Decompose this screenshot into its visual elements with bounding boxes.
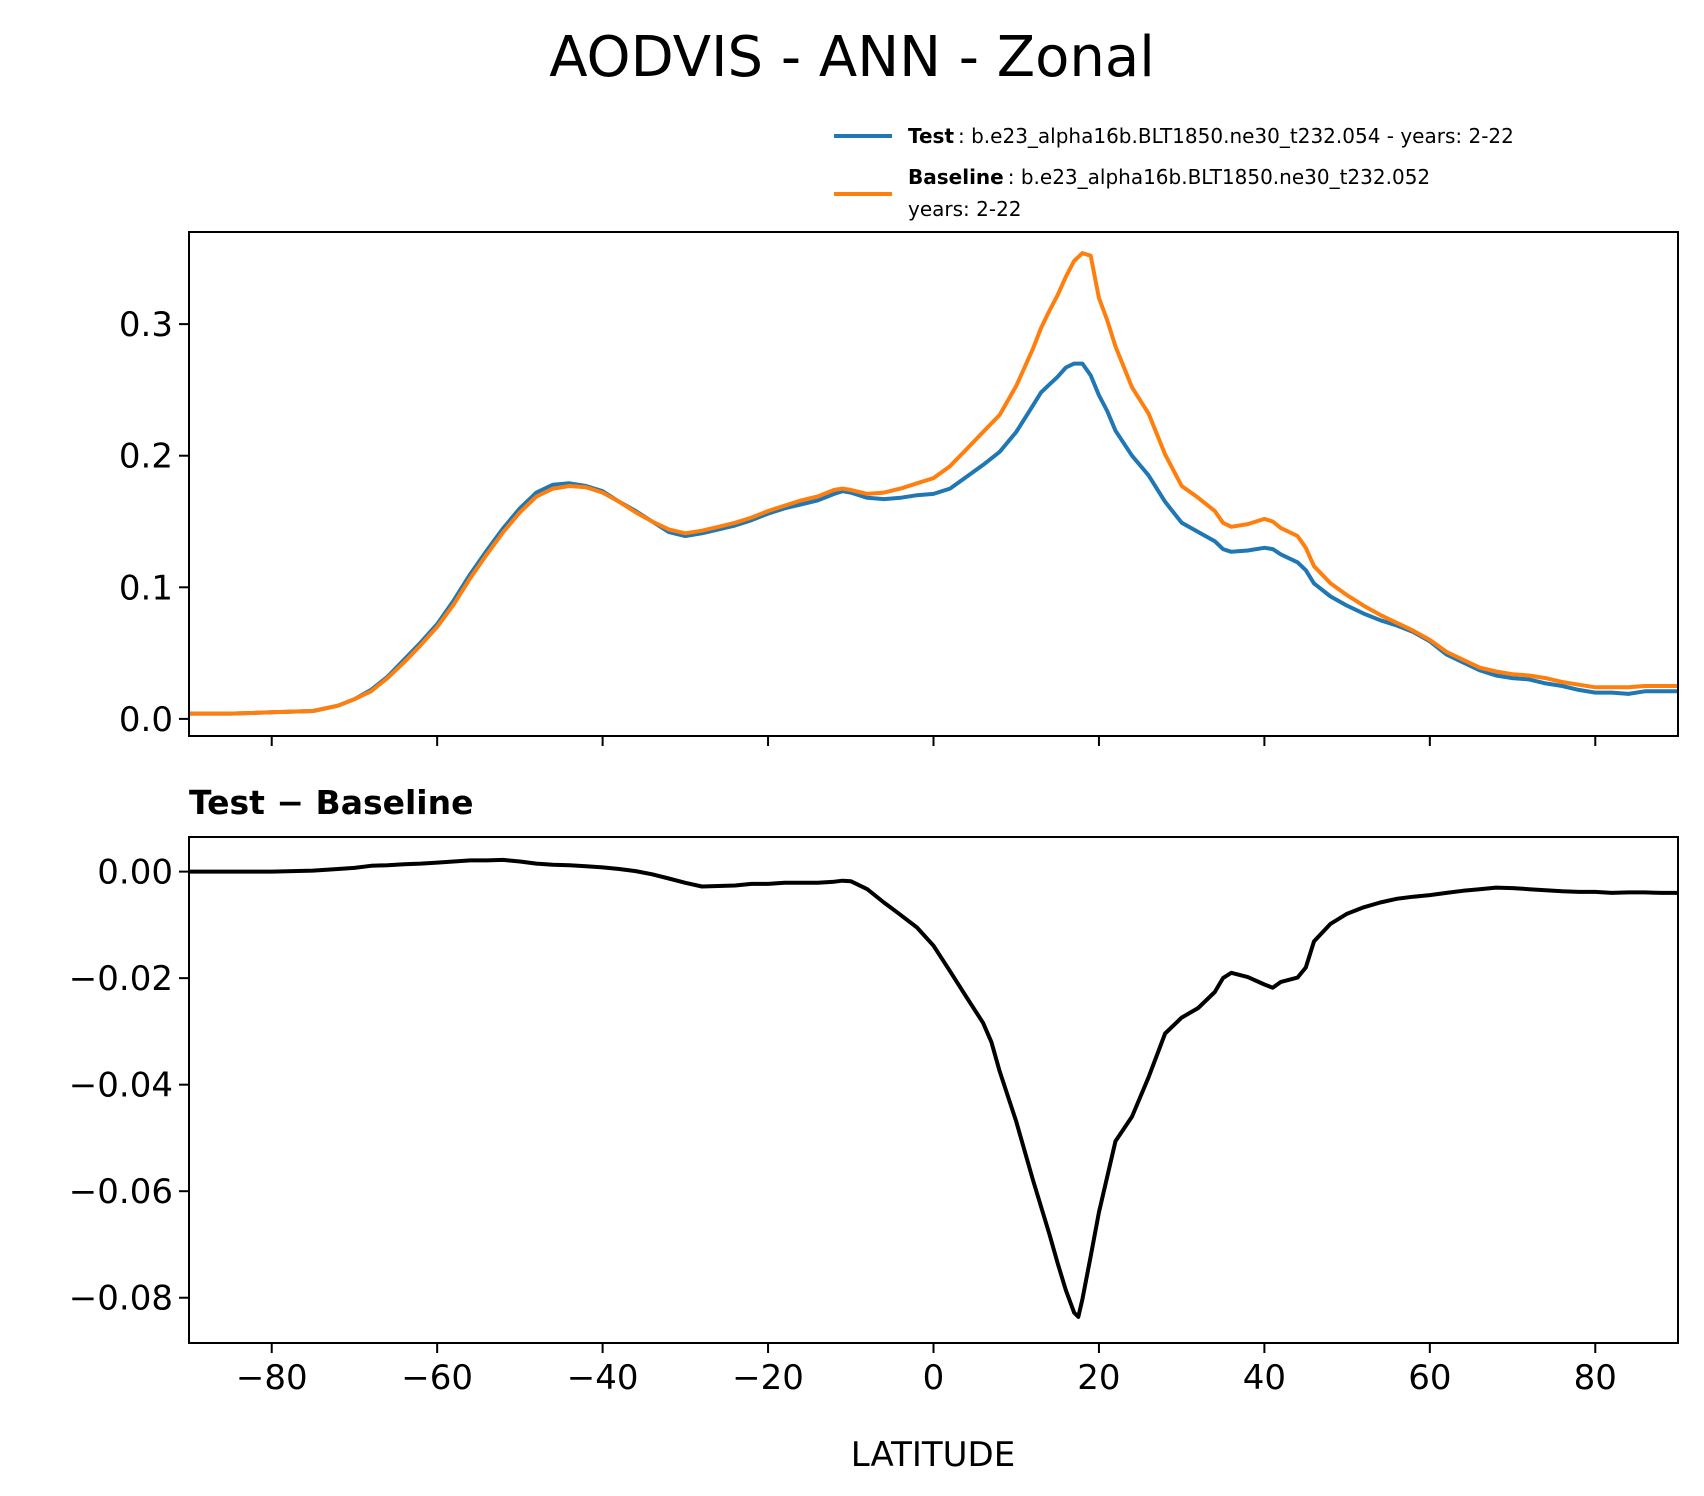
bottom-y-tick-label-0: 0.00 [97,853,173,893]
legend-baseline-years: years: 2-22 [908,197,1022,221]
top-y-tick-label-3: 0.3 [119,305,173,345]
bottom-y-tick-label-4: −0.08 [69,1279,173,1319]
top-y-tick-label-1: 0.1 [119,568,173,608]
top-axes: 0.0 0.1 0.2 0.3 [119,231,1679,746]
bottom-x-tick-label-5: 20 [1077,1358,1120,1398]
x-axis-label: LATITUDE [851,1435,1015,1475]
legend-test-description: : b.e23_alpha16b.BLT1850.ne30_t232.054 -… [958,124,1514,148]
bottom-x-tick-label-3: −20 [732,1358,804,1398]
bottom-x-tick-label-6: 40 [1243,1358,1286,1398]
top-y-tick-label-2: 0.2 [119,437,173,477]
bottom-series-line-0 [189,857,1678,1319]
bottom-x-tick-label-1: −60 [401,1358,473,1398]
bottom-y-tick-label-2: −0.04 [69,1066,173,1106]
top-y-tick-label-0: 0.0 [119,700,173,740]
bottom-frame [188,836,1679,1344]
bottom-x-tick-label-0: −80 [236,1358,308,1398]
legend-baseline-label: Baseline [908,165,1004,189]
diff-panel-title: Test − Baseline [189,783,474,822]
bottom-x-tick-label-2: −40 [567,1358,639,1398]
top-series-line-0 [189,361,1678,716]
bottom-axes: −80 −60 −40 −20 0 20 40 60 80 0.00 −0.02 −0.04 −0.06… [69,836,1679,1398]
legend-test-label: Test [908,124,954,148]
bottom-x-tick-label-7: 60 [1408,1358,1451,1398]
bottom-y-tick-label-1: −0.02 [69,959,173,999]
legend-baseline-text: Baseline: b.e23_alpha16b.BLT1850.ne30_t2… [908,165,1430,189]
bottom-x-tick-label-4: 0 [923,1358,945,1398]
figure-title: AODVIS - ANN - Zonal [549,25,1155,90]
bottom-y-tick-label-3: −0.06 [69,1172,173,1212]
legend-test-text: Test: b.e23_alpha16b.BLT1850.ne30_t232.0… [908,124,1514,148]
bottom-x-tick-label-8: 80 [1574,1358,1617,1398]
top-series-line-1 [189,251,1678,716]
legend: Test: b.e23_alpha16b.BLT1850.ne30_t232.0… [834,124,1514,221]
legend-baseline-description: : b.e23_alpha16b.BLT1850.ne30_t232.052 [1008,165,1430,189]
